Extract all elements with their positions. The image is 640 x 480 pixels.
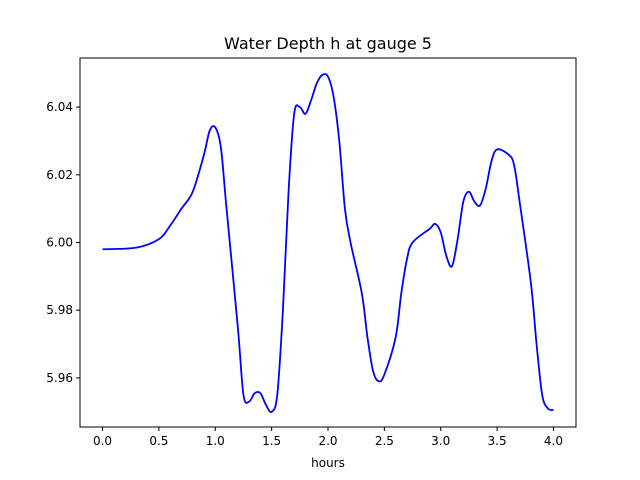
chart-title: Water Depth h at gauge 5	[224, 34, 432, 53]
x-tick-label: 3.5	[488, 434, 507, 448]
x-tick-label: 0.5	[149, 434, 168, 448]
x-tick-label: 3.0	[431, 434, 450, 448]
x-tick-label: 1.0	[206, 434, 225, 448]
x-tick-label: 4.0	[544, 434, 563, 448]
y-axis: 5.96 5.98 6.00 6.02 6.04	[46, 100, 80, 385]
series-line-0	[102, 73, 554, 413]
x-tick-label: 2.0	[318, 434, 337, 448]
x-axis: 0.0 0.5 1.0 1.5 2.0 2.5 3.0 3.5 4.0	[93, 427, 563, 448]
y-tick-label: 6.02	[46, 168, 73, 182]
y-tick-label: 5.98	[46, 303, 73, 317]
y-tick-label: 5.96	[46, 371, 73, 385]
y-tick-label: 6.00	[46, 236, 73, 250]
x-tick-label: 2.5	[375, 434, 394, 448]
x-axis-label: hours	[311, 456, 345, 470]
x-tick-label: 1.5	[262, 434, 281, 448]
x-tick-label: 0.0	[93, 434, 112, 448]
y-tick-label: 6.04	[46, 100, 73, 114]
plot-area	[102, 73, 554, 413]
